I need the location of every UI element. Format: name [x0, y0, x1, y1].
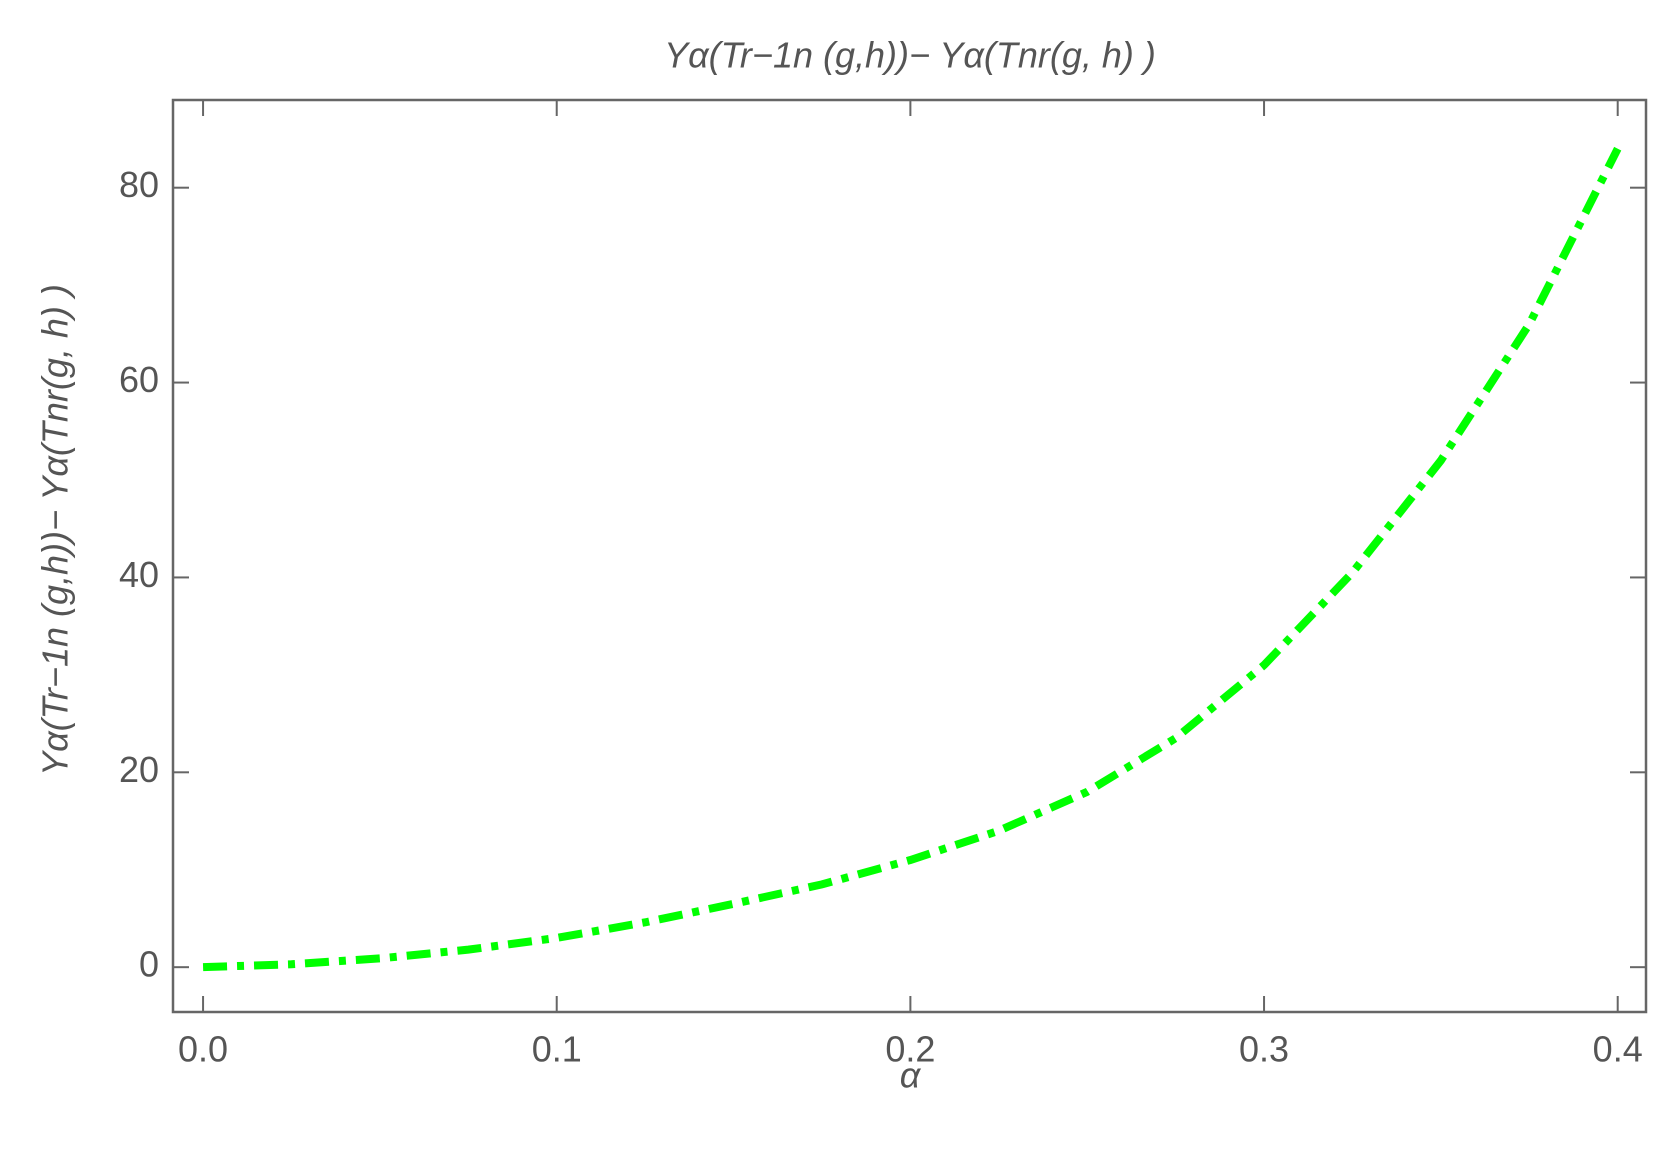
y-tick-label: 20 — [119, 749, 159, 790]
x-tick-label: 0.4 — [1593, 1029, 1643, 1070]
y-tick-label: 0 — [139, 944, 159, 985]
y-axis-label: Yα(Tr−1n (g,h))− Yα(Tnr(g, h) ) — [35, 284, 76, 776]
x-tick-label: 0.0 — [178, 1029, 228, 1070]
x-tick-label: 0.1 — [532, 1029, 582, 1070]
y-tick-label: 40 — [119, 554, 159, 595]
plot-frame — [171, 98, 1648, 1014]
data-line — [202, 146, 1622, 972]
x-tick-label: 0.3 — [1239, 1029, 1289, 1070]
chart-title: Yα(Tr−1n (g,h))− Yα(Tnr(g, h) ) — [664, 35, 1156, 76]
x-axis-label: α — [900, 1055, 922, 1096]
y-tick-label: 80 — [119, 164, 159, 205]
y-tick-label: 60 — [119, 359, 159, 400]
x-tick-label: 0.2 — [885, 1029, 935, 1070]
